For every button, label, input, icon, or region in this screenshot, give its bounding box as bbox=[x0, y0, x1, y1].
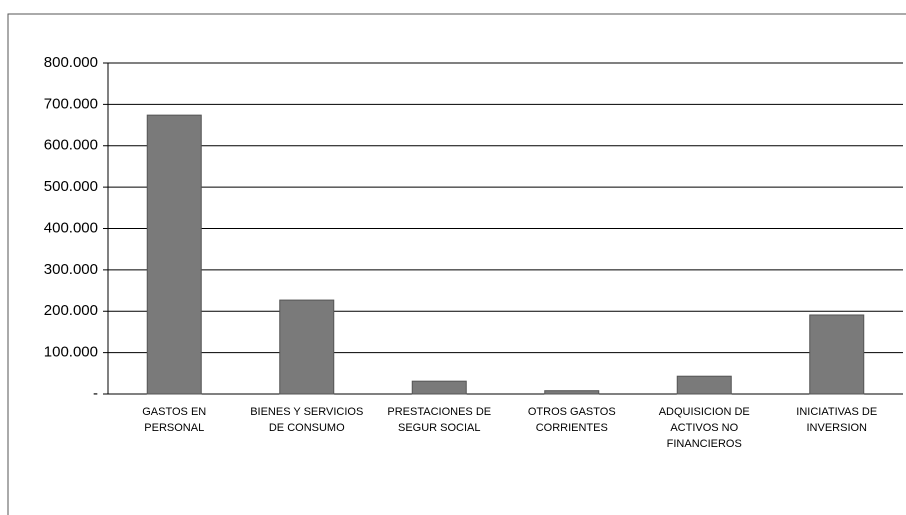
chart-border bbox=[7, 13, 906, 515]
x-tick-label: BIENES Y SERVICIOS DE CONSUMO bbox=[250, 406, 364, 434]
y-tick-label: 600.000 bbox=[44, 137, 98, 154]
x-tick-label: PRESTACIONES DE SEGUR SOCIAL bbox=[387, 406, 492, 434]
y-tick-label: 200.000 bbox=[44, 302, 98, 319]
y-tick-label: 500.000 bbox=[44, 178, 98, 195]
y-tick-label: 400.000 bbox=[44, 219, 98, 236]
bar bbox=[411, 380, 467, 395]
bar bbox=[809, 314, 865, 395]
y-tick-label: 100.000 bbox=[44, 344, 98, 361]
bar bbox=[676, 375, 732, 395]
x-tick-label: ADQUISICION DE ACTIVOS NO FINANCIEROS bbox=[658, 406, 750, 450]
y-tick-label: 800.000 bbox=[44, 54, 98, 71]
bar bbox=[146, 114, 202, 395]
bar bbox=[279, 299, 335, 395]
x-tick-label: GASTOS EN PERSONAL bbox=[142, 406, 207, 434]
y-tick-label: - bbox=[93, 385, 98, 402]
x-tick-label: OTROS GASTOS CORRIENTES bbox=[527, 406, 616, 434]
bar bbox=[544, 390, 600, 395]
y-tick-label: 300.000 bbox=[44, 261, 98, 278]
x-tick-label: INICIATIVAS DE INVERSION bbox=[796, 406, 878, 434]
y-tick-label: 700.000 bbox=[44, 95, 98, 112]
